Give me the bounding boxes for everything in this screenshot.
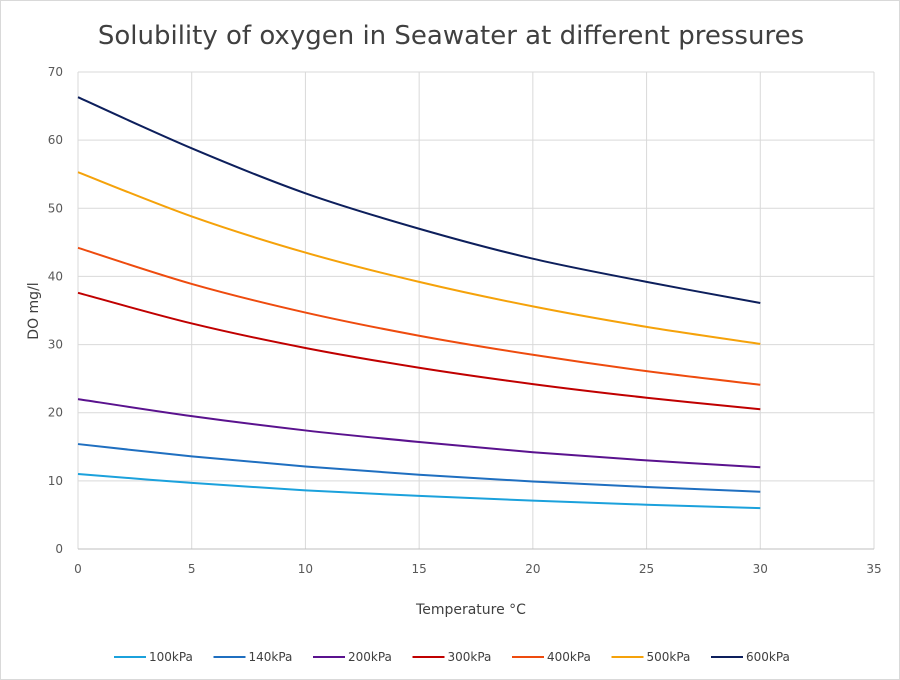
series-line-300kPa	[77, 291, 761, 411]
legend-item: 100kPa	[114, 650, 193, 664]
x-tick-label: 20	[525, 562, 540, 576]
legend-item: 200kPa	[313, 650, 392, 664]
legend-label: 200kPa	[348, 650, 392, 664]
y-tick-label: 10	[48, 474, 63, 488]
series-line-140kPa	[77, 443, 761, 493]
x-tick-label: 10	[298, 562, 313, 576]
y-tick-label: 30	[48, 338, 63, 352]
legend-label: 140kPa	[249, 650, 293, 664]
x-tick-label: 35	[866, 562, 881, 576]
legend-item: 600kPa	[711, 650, 790, 664]
series-line-100kPa	[77, 473, 761, 510]
legend-label: 400kPa	[547, 650, 591, 664]
legend-label: 100kPa	[149, 650, 193, 664]
y-tick-label: 0	[55, 542, 63, 556]
legend-label: 600kPa	[746, 650, 790, 664]
legend-item: 400kPa	[512, 650, 591, 664]
series-line-200kPa	[77, 398, 761, 469]
series-line-500kPa	[77, 171, 761, 345]
series-line-400kPa	[77, 246, 761, 386]
legend-item: 300kPa	[412, 650, 492, 664]
legend-label: 500kPa	[647, 650, 691, 664]
y-tick-label: 50	[48, 201, 63, 215]
y-axis-label: DO mg/l	[26, 282, 42, 339]
legend-label: 300kPa	[448, 650, 492, 664]
chart-title: Solubility of oxygen in Seawater at diff…	[98, 21, 804, 51]
x-tick-label: 15	[412, 562, 427, 576]
y-tick-label: 40	[48, 269, 63, 283]
legend-item: 500kPa	[611, 650, 691, 664]
y-tick-label: 70	[48, 65, 63, 79]
x-tick-label: 5	[188, 562, 196, 576]
x-tick-label: 30	[753, 562, 768, 576]
series-line-600kPa	[77, 96, 761, 304]
x-tick-label: 0	[74, 562, 82, 576]
x-tick-label: 25	[639, 562, 654, 576]
x-axis-label: Temperature °C	[415, 602, 526, 618]
legend-item: 140kPa	[213, 650, 293, 664]
y-tick-label: 20	[48, 406, 63, 420]
y-tick-label: 60	[48, 133, 63, 147]
